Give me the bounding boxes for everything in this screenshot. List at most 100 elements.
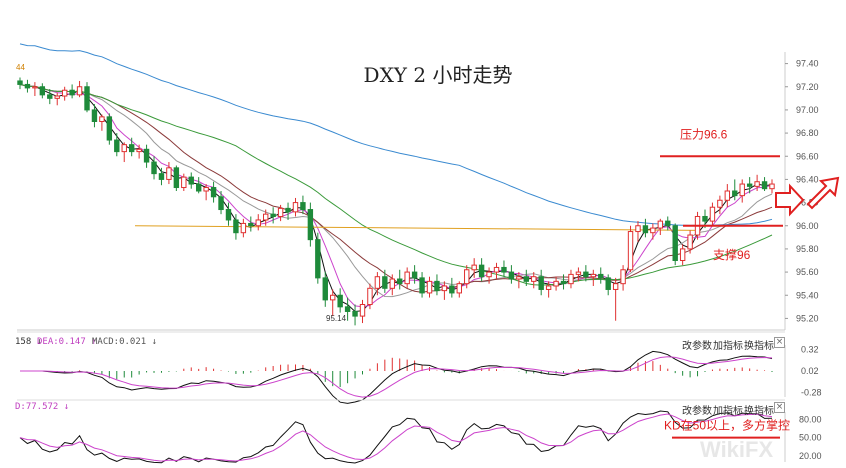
chart-title: DXY 2 小时走势 — [364, 63, 513, 87]
candle-body — [166, 167, 172, 180]
candle-body — [54, 95, 60, 99]
kdj-switch-indicator-button[interactable]: 换指标 — [744, 406, 774, 417]
kdj-edit-params-button[interactable]: 改参数 — [682, 406, 712, 417]
price-axis: 97.40 97.20 97.00 96.80 96.60 96.40 96.20 96.00… — [17, 52, 819, 331]
candle-body — [545, 285, 552, 290]
candle-body — [315, 239, 321, 279]
candle-body — [255, 219, 261, 227]
candle-body — [605, 277, 611, 290]
macd-close-icon[interactable]: × — [774, 337, 785, 348]
candle-body — [672, 225, 678, 261]
macd-edit-params-button[interactable]: 改参数 — [682, 341, 712, 352]
candle-body — [24, 83, 31, 89]
candle-body — [397, 278, 403, 285]
candle-body — [367, 287, 373, 306]
candle-body — [203, 187, 209, 192]
candle-body — [575, 271, 582, 275]
resistance-label: 压力96.6 — [680, 127, 728, 141]
candle-body — [17, 80, 23, 85]
candle-body — [486, 271, 492, 278]
ma-orange-line — [134, 225, 701, 231]
candle-body — [508, 271, 515, 280]
ma-green-line — [19, 83, 773, 286]
candle-body — [411, 271, 418, 279]
candle-body — [501, 266, 507, 273]
candle-body — [717, 199, 723, 208]
kdj-close-icon[interactable]: × — [774, 402, 785, 413]
candle-body — [665, 220, 671, 227]
candle-body — [69, 89, 75, 96]
candle-body — [263, 213, 269, 221]
candle-body — [84, 86, 90, 111]
candle-body — [434, 280, 440, 292]
price-tick-label: 96.40 — [796, 174, 819, 184]
candle-body — [441, 285, 448, 292]
candle-body — [598, 273, 604, 279]
candle-body — [404, 271, 410, 285]
kdj-add-indicator-button[interactable]: 加指标 — [713, 406, 743, 417]
candle-body — [248, 222, 254, 227]
right-arrow-icon — [775, 183, 805, 217]
macd-dea-line — [20, 356, 773, 398]
price-tick-label: 95.20 — [796, 313, 819, 323]
up-right-arrow-icon — [806, 176, 840, 210]
candlesticks — [17, 77, 775, 326]
candle-body — [493, 266, 500, 273]
kdj-tick-label: 20.00 — [799, 451, 822, 461]
macd-switch-indicator-button[interactable]: 换指标 — [744, 341, 774, 352]
candle-body — [419, 277, 425, 294]
candle-body — [322, 277, 328, 301]
candle-body — [746, 183, 753, 187]
candle-body — [128, 144, 135, 153]
price-tick-label: 96.20 — [796, 198, 819, 208]
candle-body — [285, 207, 291, 213]
candle-body — [218, 196, 224, 211]
candle-body — [151, 161, 157, 175]
kdj-tick-label: 80.00 — [799, 414, 822, 424]
macd-legend-dea: DEA:0.147 ↑ — [37, 337, 97, 347]
candle-body — [471, 264, 477, 271]
macd-tick-label: 0.02 — [801, 366, 819, 376]
candle-body — [709, 206, 716, 222]
candle-body — [769, 183, 775, 190]
candle-body — [210, 187, 217, 198]
candle-body — [754, 181, 760, 187]
candle-body — [114, 139, 120, 153]
candle-body — [136, 148, 142, 153]
candle-body — [374, 276, 381, 289]
candle-body — [225, 209, 232, 221]
annotations: 压力96.6 支撑96 — [660, 127, 840, 262]
candle-body — [702, 215, 708, 222]
candle-body — [449, 285, 455, 294]
price-tick-label: 96.00 — [796, 221, 819, 231]
candle-body — [300, 202, 306, 211]
candle-body — [464, 269, 470, 285]
candle-body — [568, 273, 574, 285]
candle-body — [389, 278, 395, 289]
candle-body — [523, 276, 529, 282]
price-tick-label: 96.80 — [796, 128, 819, 138]
candle-body — [635, 225, 641, 233]
kdj-d-line — [19, 413, 773, 462]
ma-fast-line — [19, 83, 773, 313]
candle-body — [739, 183, 745, 197]
macd-dif-line — [20, 350, 773, 404]
kdj-tick-label: 50.00 — [799, 433, 822, 443]
candle-body — [724, 190, 731, 201]
price-tick-label: 97.20 — [796, 82, 819, 92]
candle-body — [553, 280, 559, 287]
ma-brown-line — [19, 83, 773, 293]
candle-body — [240, 222, 247, 234]
candle-body — [679, 248, 686, 262]
macd-add-indicator-button[interactable]: 加指标 — [713, 341, 743, 352]
candle-body — [359, 304, 366, 317]
candle-body — [277, 207, 284, 217]
candle-body — [456, 283, 462, 294]
kdj-panel: 80.00 50.00 20.00 KD在50以上，多方掌控 — [17, 399, 822, 464]
candle-body — [531, 276, 537, 282]
candle-body — [32, 86, 38, 89]
macd-legend-macd: MACD:0.021 ↓ — [92, 337, 158, 347]
support-label: 支撑96 — [713, 247, 751, 262]
candle-body — [195, 183, 202, 192]
